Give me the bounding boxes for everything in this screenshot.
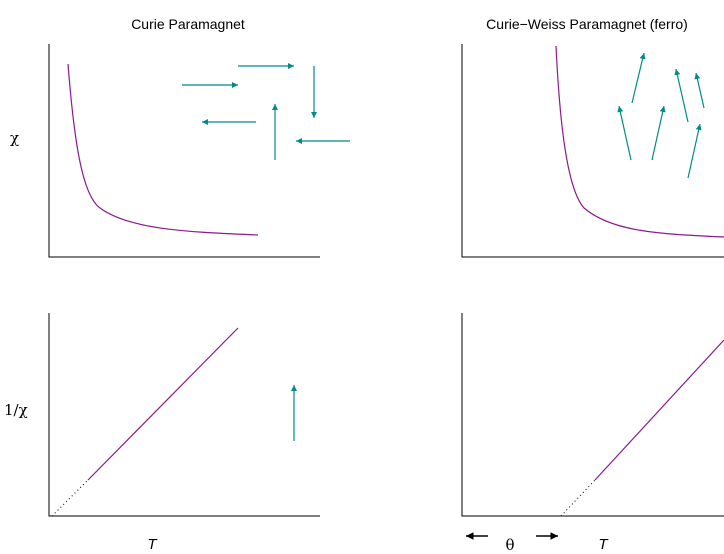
theta-label: θ xyxy=(505,536,514,554)
spin-arrow-icon xyxy=(617,105,632,161)
spin-arrows-aligned xyxy=(617,52,705,179)
inverse-chi-line xyxy=(594,339,724,481)
spin-arrow-icon xyxy=(687,123,702,179)
temperature-label-right: T xyxy=(598,536,609,553)
left-panel-title: Curie Paramagnet xyxy=(131,16,245,32)
extrapolation-dotted-line xyxy=(51,479,89,517)
spin-arrow-icon xyxy=(694,72,705,109)
spin-arrow-icon xyxy=(674,68,689,123)
chi-curve xyxy=(67,63,259,236)
extrapolation-dotted-line xyxy=(560,479,596,517)
plot-inverse-chi-curie xyxy=(48,313,320,517)
inverse-chi-line xyxy=(87,327,239,481)
temperature-label-left: T xyxy=(147,536,158,553)
plot-chi-curie xyxy=(48,44,320,258)
spin-arrow-icon xyxy=(651,105,666,161)
inverse-chi-axis-label: 1/χ xyxy=(4,401,28,419)
chi-axis-label: χ xyxy=(10,129,19,147)
right-panel-title: Curie−Weiss Paramagnet (ferro) xyxy=(486,16,688,32)
axes xyxy=(48,313,320,517)
spin-arrow-icon xyxy=(631,52,646,104)
plot-inverse-chi-curie-weiss xyxy=(461,313,724,517)
spin-arrows-random xyxy=(182,63,350,441)
axes xyxy=(461,313,724,517)
axes xyxy=(461,44,724,258)
chi-curve xyxy=(555,45,724,238)
plot-chi-curie-weiss xyxy=(461,44,724,258)
axes xyxy=(48,44,320,258)
